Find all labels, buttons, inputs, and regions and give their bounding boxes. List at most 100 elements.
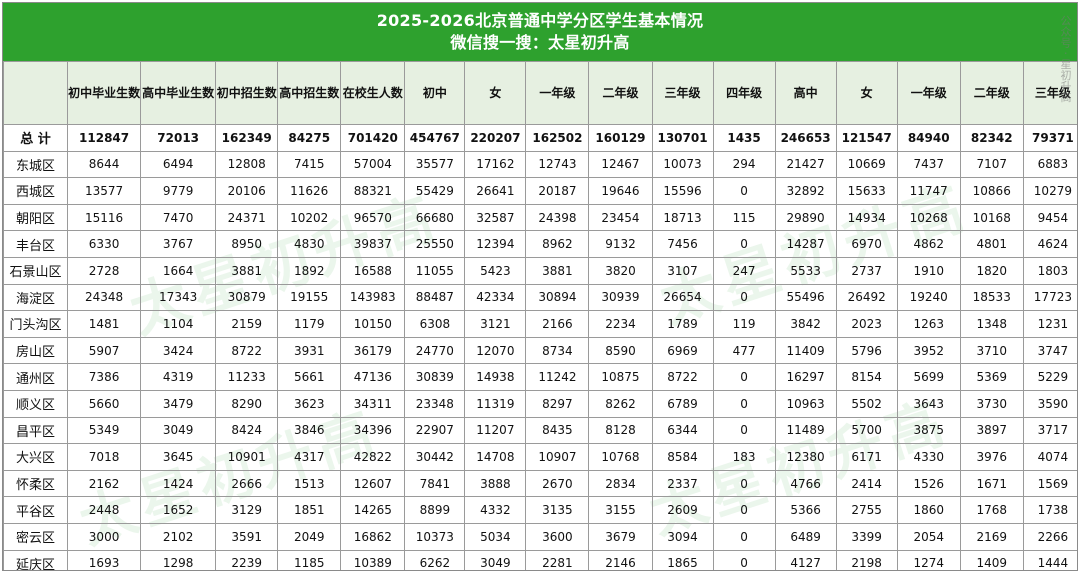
table-row: 怀柔区 2162 1424 2666 1513 12607 7841 3888 2670 2834… [3, 469, 1077, 498]
value-cell: 6344 [651, 416, 714, 445]
district-name-cell: 顺义区 [3, 389, 69, 418]
value-cell: 1789 [651, 310, 714, 338]
value-cell: 36179 [340, 336, 406, 365]
value-cell: 8722 [651, 363, 714, 391]
table-row: 石景山区 2728 1664 3881 1892 16588 11055 5423 3881 38… [3, 256, 1077, 285]
value-cell: 8154 [835, 363, 898, 391]
value-cell: 1179 [277, 310, 342, 338]
value-cell: 1444 [1022, 549, 1077, 570]
value-cell: 6970 [835, 230, 898, 258]
value-cell: 1274 [896, 549, 961, 570]
column-header: 初中招生数 [215, 61, 279, 125]
district-name-cell: 昌平区 [3, 416, 69, 445]
value-cell: 10901 [215, 443, 279, 471]
value-cell: 5034 [464, 522, 527, 551]
value-cell: 1693 [67, 549, 142, 570]
value-cell: 24371 [215, 203, 279, 232]
value-cell: 11055 [404, 256, 466, 285]
value-cell: 4330 [896, 443, 961, 471]
value-cell: 477 [712, 336, 776, 365]
value-cell: 1185 [277, 549, 342, 570]
value-cell: 15596 [651, 177, 714, 205]
value-cell: 12467 [588, 150, 653, 179]
value-cell: 1860 [896, 496, 961, 524]
value-cell: 30879 [215, 283, 279, 312]
value-cell: 8590 [588, 336, 653, 365]
table-row: 平谷区 2448 1652 3129 1851 14265 8899 4332 3135 3155… [3, 496, 1077, 524]
column-header: 在校生人数 [340, 61, 406, 125]
value-cell: 1348 [959, 310, 1024, 338]
value-cell: 1803 [1022, 256, 1077, 285]
report-subtitle: 微信搜一搜：太星初升高 [450, 33, 630, 52]
value-cell: 246653 [774, 124, 837, 152]
value-cell: 20187 [525, 177, 590, 205]
value-cell: 1851 [277, 496, 342, 524]
value-cell: 3000 [67, 522, 142, 551]
value-cell: 0 [712, 283, 776, 312]
value-cell: 0 [712, 416, 776, 445]
value-cell: 88487 [404, 283, 466, 312]
value-cell: 1435 [712, 124, 776, 152]
value-cell: 10768 [588, 443, 653, 471]
value-cell: 6494 [140, 150, 217, 179]
value-cell: 3155 [588, 496, 653, 524]
value-cell: 9132 [588, 230, 653, 258]
value-cell: 24398 [525, 203, 590, 232]
value-cell: 8734 [525, 336, 590, 365]
value-cell: 1569 [1022, 469, 1077, 498]
value-cell: 4624 [1022, 230, 1077, 258]
value-cell: 16862 [340, 522, 406, 551]
value-cell: 13577 [67, 177, 142, 205]
value-cell: 294 [712, 150, 776, 179]
value-cell: 17162 [464, 150, 527, 179]
value-cell: 10907 [525, 443, 590, 471]
value-cell: 11409 [774, 336, 837, 365]
value-cell: 6308 [404, 310, 466, 338]
value-cell: 121547 [835, 124, 898, 152]
value-cell: 7018 [67, 443, 142, 471]
value-cell: 17723 [1022, 283, 1077, 312]
value-cell: 160129 [588, 124, 653, 152]
column-header: 二年级 [588, 61, 653, 125]
value-cell: 1424 [140, 469, 217, 498]
value-cell: 55496 [774, 283, 837, 312]
value-cell: 0 [712, 549, 776, 570]
value-cell: 11319 [464, 389, 527, 418]
value-cell: 12070 [464, 336, 527, 365]
value-cell: 2049 [277, 522, 342, 551]
value-cell: 7107 [959, 150, 1024, 179]
value-cell: 4319 [140, 363, 217, 391]
value-cell: 9779 [140, 177, 217, 205]
value-cell: 7386 [67, 363, 142, 391]
value-cell: 7437 [896, 150, 961, 179]
value-cell: 12743 [525, 150, 590, 179]
value-cell: 6789 [651, 389, 714, 418]
value-cell: 1263 [896, 310, 961, 338]
value-cell: 3590 [1022, 389, 1077, 418]
district-name-cell: 西城区 [3, 177, 69, 205]
value-cell: 8899 [404, 496, 466, 524]
value-cell: 0 [712, 363, 776, 391]
value-cell: 4332 [464, 496, 527, 524]
value-cell: 1526 [896, 469, 961, 498]
value-cell: 26641 [464, 177, 527, 205]
value-cell: 57004 [340, 150, 406, 179]
value-cell: 4127 [774, 549, 837, 570]
value-cell: 6489 [774, 522, 837, 551]
value-cell: 3931 [277, 336, 342, 365]
value-cell: 2448 [67, 496, 142, 524]
column-header: 初中毕业生数 [67, 61, 142, 125]
value-cell: 15633 [835, 177, 898, 205]
value-cell: 29890 [774, 203, 837, 232]
value-cell: 1652 [140, 496, 217, 524]
value-cell: 8950 [215, 230, 279, 258]
value-cell: 5229 [1022, 363, 1077, 391]
value-cell: 2146 [588, 549, 653, 570]
value-cell: 6330 [67, 230, 142, 258]
value-cell: 1298 [140, 549, 217, 570]
value-cell: 115 [712, 203, 776, 232]
value-cell: 1671 [959, 469, 1024, 498]
district-name-cell: 平谷区 [3, 496, 69, 524]
value-cell: 162349 [215, 124, 279, 152]
value-cell: 0 [712, 177, 776, 205]
